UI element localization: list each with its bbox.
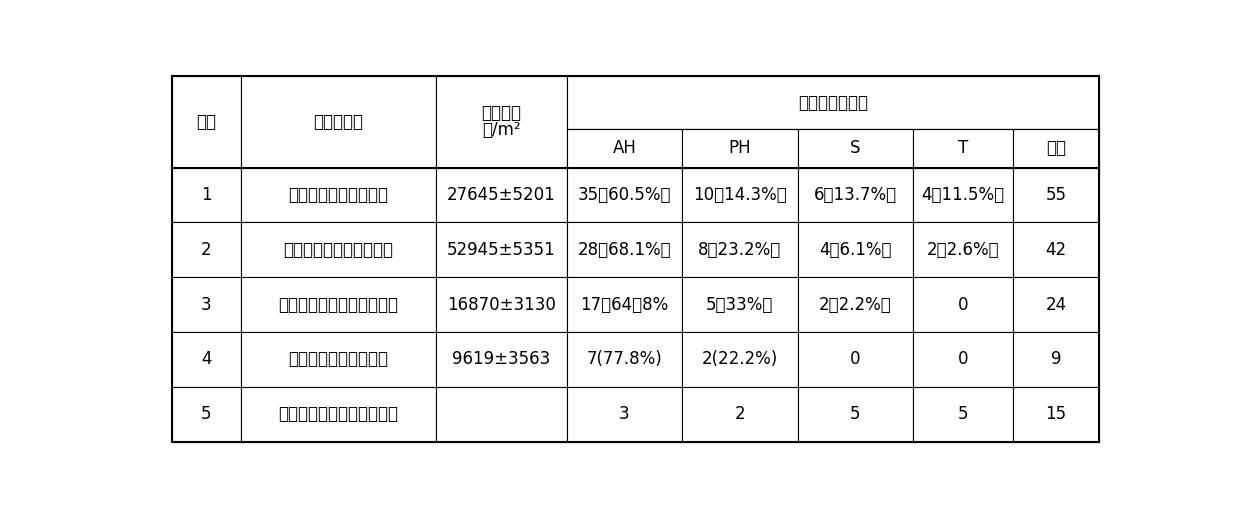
Bar bbox=[172, 222, 241, 277]
Bar bbox=[172, 76, 241, 168]
Bar bbox=[567, 332, 682, 387]
Text: 洲滩湿地（偶尔淡水区）: 洲滩湿地（偶尔淡水区） bbox=[284, 241, 393, 259]
Text: 55: 55 bbox=[1045, 186, 1066, 204]
Text: 6（13.7%）: 6（13.7%） bbox=[813, 186, 897, 204]
Bar bbox=[797, 129, 913, 168]
Text: 种子密度: 种子密度 bbox=[481, 105, 522, 122]
Bar bbox=[1013, 277, 1099, 332]
Bar bbox=[241, 332, 436, 387]
Bar bbox=[1013, 332, 1099, 387]
Bar bbox=[567, 168, 682, 222]
Text: 5: 5 bbox=[851, 405, 861, 423]
Text: 5: 5 bbox=[959, 405, 968, 423]
Text: 35（60.5%）: 35（60.5%） bbox=[578, 186, 671, 204]
Text: 2: 2 bbox=[734, 405, 745, 423]
Bar bbox=[567, 76, 1099, 129]
Bar bbox=[241, 387, 436, 442]
Text: 自然采收种子（人工收获）: 自然采收种子（人工收获） bbox=[279, 405, 398, 423]
Bar bbox=[682, 129, 797, 168]
Text: 52945±5351: 52945±5351 bbox=[448, 241, 556, 259]
Bar bbox=[436, 222, 567, 277]
Bar bbox=[797, 387, 913, 442]
Bar bbox=[1013, 387, 1099, 442]
Bar bbox=[797, 168, 913, 222]
Text: 10（14.3%）: 10（14.3%） bbox=[693, 186, 786, 204]
Bar bbox=[913, 129, 1013, 168]
Bar bbox=[1013, 222, 1099, 277]
Bar bbox=[913, 222, 1013, 277]
Bar bbox=[241, 277, 436, 332]
Bar bbox=[436, 76, 567, 168]
Bar bbox=[682, 222, 797, 277]
Bar bbox=[172, 277, 241, 332]
Text: 2（2.6%）: 2（2.6%） bbox=[926, 241, 999, 259]
Text: 24: 24 bbox=[1045, 295, 1066, 314]
Bar bbox=[913, 277, 1013, 332]
Text: 湖泊底泥（常淡水区）: 湖泊底泥（常淡水区） bbox=[289, 350, 388, 369]
Text: 粒/m²: 粒/m² bbox=[482, 121, 521, 139]
Bar bbox=[172, 332, 241, 387]
Text: S: S bbox=[851, 139, 861, 158]
Text: AH: AH bbox=[613, 139, 636, 158]
Bar bbox=[913, 332, 1013, 387]
Bar bbox=[436, 332, 567, 387]
Text: 9619±3563: 9619±3563 bbox=[453, 350, 551, 369]
Bar bbox=[797, 222, 913, 277]
Bar bbox=[172, 168, 241, 222]
Text: 湿地周边（极少淡水）: 湿地周边（极少淡水） bbox=[289, 186, 388, 204]
Text: 3: 3 bbox=[619, 405, 630, 423]
Text: 5: 5 bbox=[201, 405, 212, 423]
Bar bbox=[567, 222, 682, 277]
Text: 2（2.2%）: 2（2.2%） bbox=[818, 295, 892, 314]
Bar bbox=[436, 277, 567, 332]
Bar bbox=[241, 222, 436, 277]
Text: 15: 15 bbox=[1045, 405, 1066, 423]
Text: 湖泊消落带（间隙淡水区）: 湖泊消落带（间隙淡水区） bbox=[279, 295, 398, 314]
Text: 42: 42 bbox=[1045, 241, 1066, 259]
Text: 合计: 合计 bbox=[1047, 139, 1066, 158]
Text: 编号: 编号 bbox=[196, 113, 217, 131]
Bar bbox=[241, 76, 436, 168]
Bar bbox=[567, 129, 682, 168]
Text: PH: PH bbox=[729, 139, 751, 158]
Text: 17（64．8%: 17（64．8% bbox=[580, 295, 668, 314]
Text: 27645±5201: 27645±5201 bbox=[448, 186, 556, 204]
Text: 0: 0 bbox=[851, 350, 861, 369]
Text: 4: 4 bbox=[201, 350, 212, 369]
Text: 3: 3 bbox=[201, 295, 212, 314]
Bar bbox=[567, 387, 682, 442]
Text: 1: 1 bbox=[201, 186, 212, 204]
Bar bbox=[682, 387, 797, 442]
Bar bbox=[797, 332, 913, 387]
Text: 4（6.1%）: 4（6.1%） bbox=[820, 241, 892, 259]
Bar bbox=[241, 168, 436, 222]
Text: 9: 9 bbox=[1050, 350, 1061, 369]
Bar bbox=[913, 387, 1013, 442]
Text: 28（68.1%）: 28（68.1%） bbox=[578, 241, 671, 259]
Text: 2: 2 bbox=[201, 241, 212, 259]
Text: 2(22.2%): 2(22.2%) bbox=[702, 350, 777, 369]
Text: 4（11.5%）: 4（11.5%） bbox=[921, 186, 1004, 204]
Bar bbox=[682, 168, 797, 222]
Text: 0: 0 bbox=[959, 295, 968, 314]
Bar bbox=[436, 387, 567, 442]
Bar bbox=[682, 332, 797, 387]
Text: 16870±3130: 16870±3130 bbox=[448, 295, 556, 314]
Text: 8（23.2%）: 8（23.2%） bbox=[698, 241, 781, 259]
Bar bbox=[1013, 168, 1099, 222]
Bar bbox=[913, 168, 1013, 222]
Text: 物种组成（种）: 物种组成（种） bbox=[797, 93, 868, 112]
Bar bbox=[172, 387, 241, 442]
Bar bbox=[567, 277, 682, 332]
Text: 7(77.8%): 7(77.8%) bbox=[587, 350, 662, 369]
Text: 种子库来源: 种子库来源 bbox=[314, 113, 363, 131]
Bar bbox=[436, 168, 567, 222]
Text: T: T bbox=[959, 139, 968, 158]
Bar bbox=[797, 277, 913, 332]
Text: 5（33%）: 5（33%） bbox=[707, 295, 774, 314]
Bar bbox=[682, 277, 797, 332]
Text: 0: 0 bbox=[959, 350, 968, 369]
Bar bbox=[1013, 129, 1099, 168]
